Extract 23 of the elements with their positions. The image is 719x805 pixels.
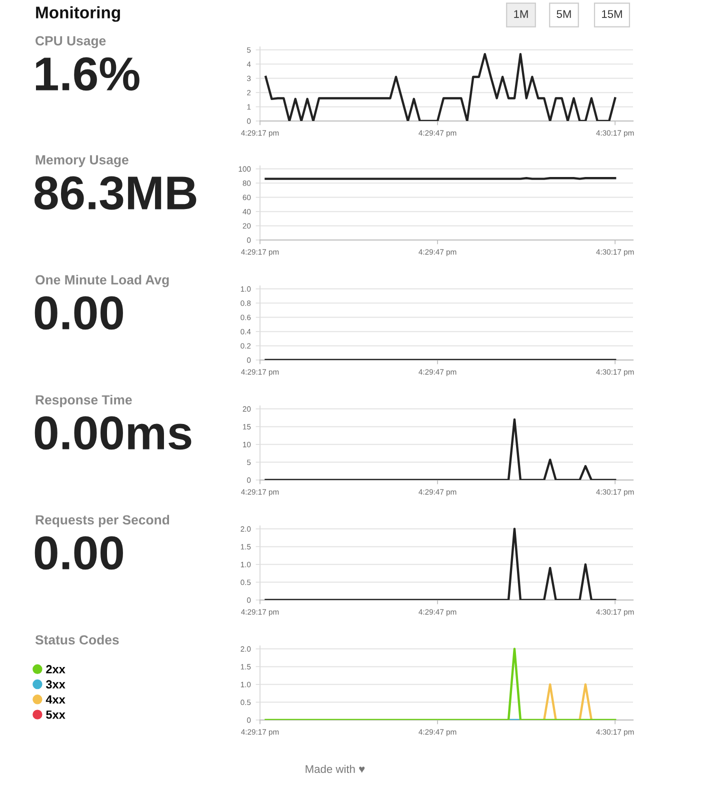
text: CPU Usage [36, 36, 106, 48]
text: 1.6% [36, 57, 140, 91]
legend-label: 5xx [46, 710, 66, 719]
legend-label: 3xx [46, 680, 66, 689]
text: 1M [514, 10, 528, 18]
text: 5M [556, 10, 571, 18]
text: 0.00 [34, 296, 123, 330]
line-series [264, 418, 616, 480]
text: 15M [602, 10, 622, 18]
line-series [264, 53, 616, 121]
text: Monitoring [36, 6, 120, 22]
line-series [264, 528, 616, 600]
legend-label: 2xx [46, 665, 66, 674]
text: Made with ♥ [306, 764, 365, 773]
text: Status Codes [35, 634, 119, 645]
text: 0.00ms [34, 416, 192, 450]
text: Memory Usage [36, 155, 128, 168]
text: 86.3MB [34, 176, 196, 210]
text: One Minute Load Avg [36, 274, 169, 288]
text: Requests per Second [36, 514, 170, 528]
text: Response Time [36, 394, 132, 408]
legend-label: 4xx [46, 695, 66, 704]
text: 0.00 [34, 536, 123, 570]
